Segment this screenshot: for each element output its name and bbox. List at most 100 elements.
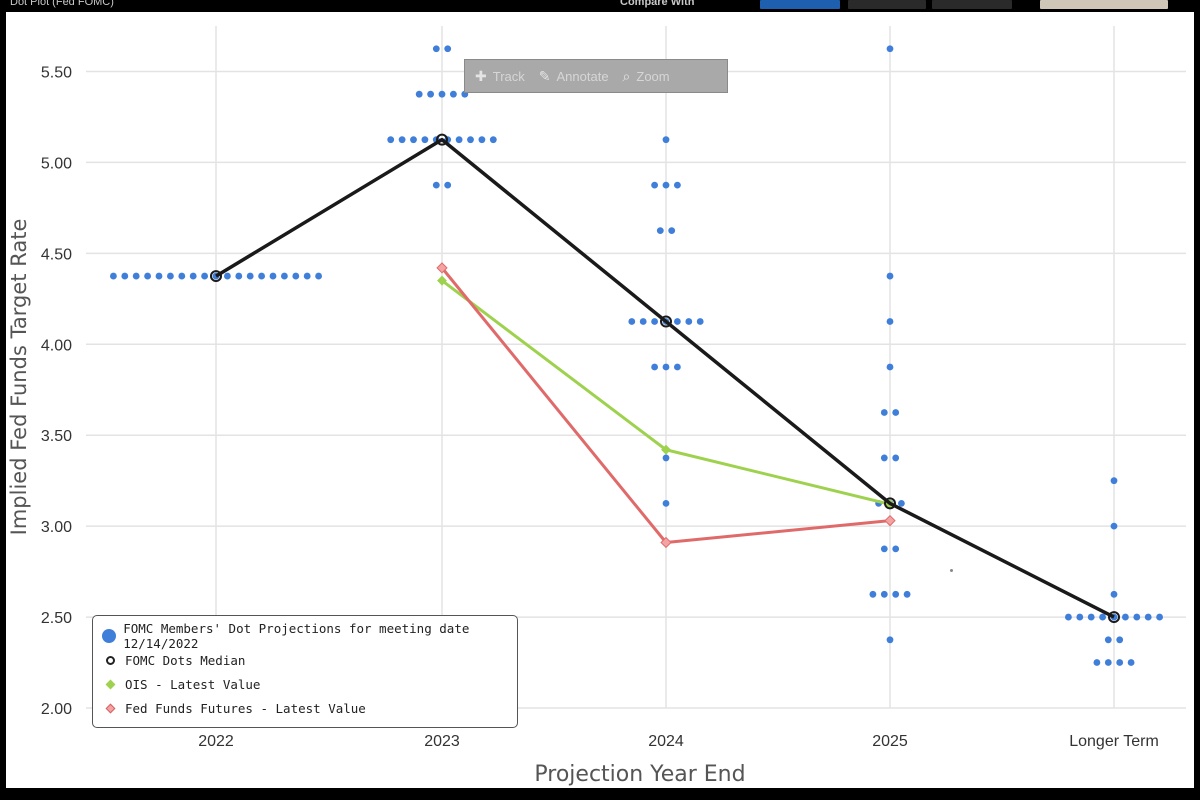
fomc-dot [892, 545, 900, 553]
annotate-label: Annotate [556, 68, 609, 84]
fomc-dot [478, 136, 486, 144]
ois-point [437, 275, 447, 286]
x-tick-label: 2022 [198, 733, 234, 750]
legend-ois-label: OIS - Latest Value [125, 676, 261, 692]
zoom-label: Zoom [636, 68, 670, 84]
fomc-dot [886, 363, 894, 371]
fomc-dot [292, 272, 300, 280]
futures-point [884, 515, 896, 527]
fomc-dot [110, 272, 117, 280]
legend-item-median[interactable]: FOMC Dots Median [101, 648, 509, 672]
fomc-dot [1127, 659, 1135, 666]
x-tick-label: 2023 [424, 733, 460, 750]
mouse-cursor-dot [950, 569, 953, 572]
fomc-dot [269, 272, 277, 280]
fomc-dot [696, 318, 704, 325]
fomc-dot [662, 181, 670, 189]
fomc-dot [898, 500, 905, 507]
median-point [436, 133, 448, 146]
fomc-dot [281, 272, 288, 280]
legend-futures-label: Fed Funds Futures - Latest Value [125, 700, 366, 716]
fomc-dot [674, 181, 681, 189]
fomc-dot [674, 363, 681, 371]
dot-plot-chart: 2.00 2.50 3.00 3.50 4.00 4.50 5.00 5.50 2022 2023… [7, 26, 1186, 787]
fomc-dot [410, 136, 417, 144]
zoom-button[interactable]: ⌕ Zoom [623, 68, 670, 85]
fomc-dot [235, 272, 243, 280]
fomc-dot [886, 45, 894, 53]
legend-median-label: FOMC Dots Median [125, 652, 246, 668]
fomc-dot [1076, 613, 1084, 621]
fomc-dot [189, 272, 197, 280]
fomc-dot [432, 45, 440, 53]
compare-with-label: Compare With [620, 0, 695, 8]
fomc-dot [1116, 659, 1124, 666]
fomc-dot [668, 227, 676, 235]
pencil-icon: ✎ [538, 67, 551, 84]
fomc-dot [628, 318, 636, 325]
fomc-dot [467, 136, 474, 144]
fomc-dot [1156, 613, 1163, 621]
fomc-dot [903, 590, 911, 598]
legend-item-ois[interactable]: OIS - Latest Value [101, 672, 509, 696]
compare-none-button[interactable] [760, 0, 840, 9]
chart-legend: FOMC Members' Dot Projections for meetin… [92, 615, 518, 728]
fomc-dot [869, 590, 877, 598]
y-tick-label: 3.00 [41, 519, 72, 536]
fomc-dot [662, 363, 670, 371]
red-diamond-icon [101, 699, 119, 717]
y-tick-label: 2.50 [41, 610, 72, 627]
compare-custom-button[interactable] [932, 0, 1012, 9]
header-action-button[interactable] [1040, 0, 1168, 9]
green-diamond-icon [101, 675, 119, 693]
y-tick-label: 4.00 [41, 337, 72, 354]
fomc-dot [892, 409, 900, 416]
median-point [884, 497, 896, 510]
fomc-dot [1110, 522, 1118, 530]
legend-item-dots[interactable]: FOMC Members' Dot Projections for meetin… [101, 621, 509, 651]
fomc-dot [662, 500, 670, 507]
fomc-dot [1144, 613, 1152, 621]
x-tick-label: 2024 [648, 733, 684, 750]
fomc-dot [1093, 659, 1101, 666]
ois-point [661, 444, 671, 455]
fomc-dot [258, 272, 265, 280]
fomc-dot [155, 272, 163, 280]
x-tick-label: 2025 [872, 733, 908, 750]
track-button[interactable]: ✚ Track [475, 68, 525, 85]
fomc-dot [1087, 613, 1095, 621]
fomc-dot [1065, 613, 1072, 621]
fomc-dot [315, 272, 322, 280]
header-title: Dot Plot (Fed FOMC) [10, 0, 114, 8]
magnifier-icon: ⌕ [622, 67, 631, 84]
fomc-dot [1110, 590, 1118, 598]
legend-item-futures[interactable]: Fed Funds Futures - Latest Value [101, 696, 509, 720]
fomc-dot [880, 454, 888, 462]
fomc-dot [224, 272, 231, 280]
legend-dots-label: FOMC Members' Dot Projections for meetin… [123, 621, 470, 651]
fomc-dot [674, 318, 681, 325]
fomc-dot [121, 272, 129, 280]
y-tick-label: 4.50 [41, 246, 72, 263]
fomc-dot [427, 90, 434, 98]
fomc-dot [651, 363, 658, 371]
chart-toolbar: ✚ Track ✎ Annotate ⌕ Zoom [464, 59, 728, 93]
fomc-dot [892, 590, 900, 598]
fomc-dot [1122, 613, 1129, 621]
fomc-dot [144, 272, 152, 280]
fomc-dot [455, 136, 463, 144]
crosshair-icon: ✚ [475, 67, 487, 84]
annotate-button[interactable]: ✎ Annotate [539, 68, 609, 85]
fomc-dot [438, 90, 446, 98]
x-tick-label: Longer Term [1069, 733, 1159, 750]
fomc-dot [1104, 636, 1112, 644]
compare-previous-button[interactable] [848, 0, 926, 9]
fomc-dot [1110, 477, 1118, 485]
fomc-dot [432, 181, 440, 189]
fomc-dot [880, 409, 888, 416]
futures-point [436, 262, 448, 274]
fomc-dot [886, 318, 894, 325]
fomc-dot [892, 454, 900, 462]
fomc-dot [444, 45, 452, 53]
fomc-dot [1116, 636, 1124, 644]
